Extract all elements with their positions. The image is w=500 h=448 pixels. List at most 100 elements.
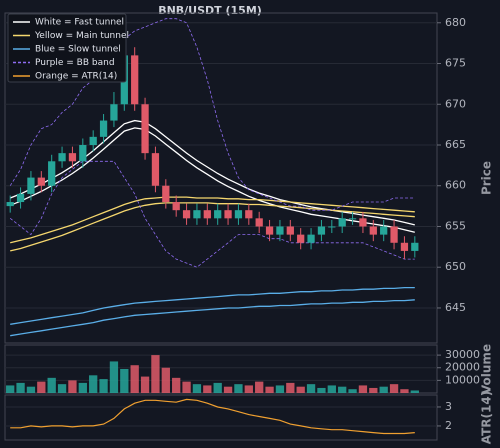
candle-body [338, 218, 346, 227]
candle-body [255, 218, 263, 227]
candle-body [234, 210, 243, 219]
volume-bar [410, 390, 419, 393]
volume-bar [389, 384, 399, 393]
volume-bar [47, 377, 56, 393]
candle-body [193, 210, 201, 219]
indicator-line [10, 196, 415, 244]
candle-body [27, 177, 35, 194]
candle-body [16, 193, 25, 203]
volume-bar [369, 387, 378, 393]
y-tick-label: 3 [445, 400, 452, 413]
candle-body [182, 210, 191, 219]
candle-body [151, 153, 160, 186]
candle-body [6, 202, 14, 207]
candle-body [245, 210, 253, 219]
candle-body [265, 226, 274, 235]
volume-bar [57, 384, 67, 393]
candle-body [317, 226, 326, 235]
volume-bar [16, 382, 25, 393]
candle-body [203, 210, 211, 219]
indicator-line [9, 18, 415, 211]
volume-bar [6, 385, 15, 393]
legend-box [7, 13, 127, 83]
volume-bar [296, 386, 305, 393]
candle-body [380, 226, 388, 235]
volume-bar [286, 382, 295, 393]
candle-body [89, 136, 97, 145]
panel-frame [4, 394, 438, 441]
candle-body [359, 218, 367, 227]
candle-body [286, 226, 294, 235]
candle-body [390, 226, 398, 243]
chart-title: BNB/USDT (15M) [158, 4, 262, 17]
volume-bar [213, 382, 222, 393]
candle-body [131, 55, 139, 105]
candle-body [68, 153, 77, 162]
candle-body [400, 242, 409, 251]
candle-body [172, 202, 180, 211]
volume-bar [140, 376, 150, 393]
y-tick-label: 645 [445, 301, 466, 314]
volume-bar [338, 386, 347, 393]
volume-bar [99, 379, 108, 393]
candle-body [224, 210, 232, 219]
volume-bar [68, 380, 77, 393]
y-tick-label: 670 [445, 97, 466, 110]
volume-bar [192, 384, 202, 393]
volume-bar [203, 385, 212, 393]
legend-label: Yellow = Main tunnel [34, 31, 129, 41]
candle-body [141, 104, 149, 154]
candle-body [348, 218, 357, 220]
volume-bar [234, 384, 243, 393]
candle-body [214, 210, 222, 219]
legend-label: Blue = Slow tunnel [35, 45, 121, 55]
y-tick-label: 10000 [445, 373, 480, 386]
volume-bar [172, 377, 181, 393]
legend-label: White = Fast tunnel [35, 18, 124, 28]
volume-bar [265, 386, 274, 393]
indicator-line [9, 127, 415, 233]
candle-body [297, 234, 305, 243]
candle-body [328, 226, 336, 228]
y-tick-label: 680 [445, 16, 466, 29]
y-tick-label: 675 [445, 57, 466, 70]
volume-bar [255, 381, 264, 393]
volume-bar [400, 389, 409, 393]
volume-bar [26, 386, 36, 393]
volume-bar [161, 367, 170, 393]
candle-body [162, 185, 170, 203]
volume-bar [358, 385, 368, 393]
volume-bar [317, 387, 326, 393]
candle-body [99, 120, 108, 137]
candle-body [79, 145, 87, 162]
volume-bar [379, 386, 388, 393]
indicator-line [10, 398, 415, 435]
volume-bar [244, 385, 253, 393]
y-axis-label: ATR(14) [480, 391, 494, 444]
volume-bar [37, 381, 46, 393]
candle-body [369, 226, 377, 235]
volume-bar [109, 361, 119, 393]
candle-body [37, 177, 45, 186]
volume-bar [223, 386, 233, 393]
volume-bar [275, 385, 285, 393]
indicator-line [10, 286, 415, 325]
candle-body [48, 161, 56, 186]
volume-bar [120, 369, 129, 393]
candle-body [276, 226, 284, 235]
candle-body [307, 234, 315, 243]
indicator-line [10, 299, 415, 337]
y-tick-label: 30000 [445, 348, 480, 361]
y-tick-label: 20000 [445, 361, 480, 374]
legend-label: Orange = ATR(14) [35, 72, 117, 82]
y-tick-label: 665 [445, 138, 466, 151]
y-tick-label: 2 [445, 419, 452, 432]
volume-bar [151, 355, 160, 393]
candle-body [58, 153, 66, 162]
indicator-line [9, 119, 415, 226]
y-tick-label: 660 [445, 179, 466, 192]
volume-bar [89, 375, 98, 393]
volume-bar [78, 382, 87, 393]
indicator-line [9, 160, 415, 268]
